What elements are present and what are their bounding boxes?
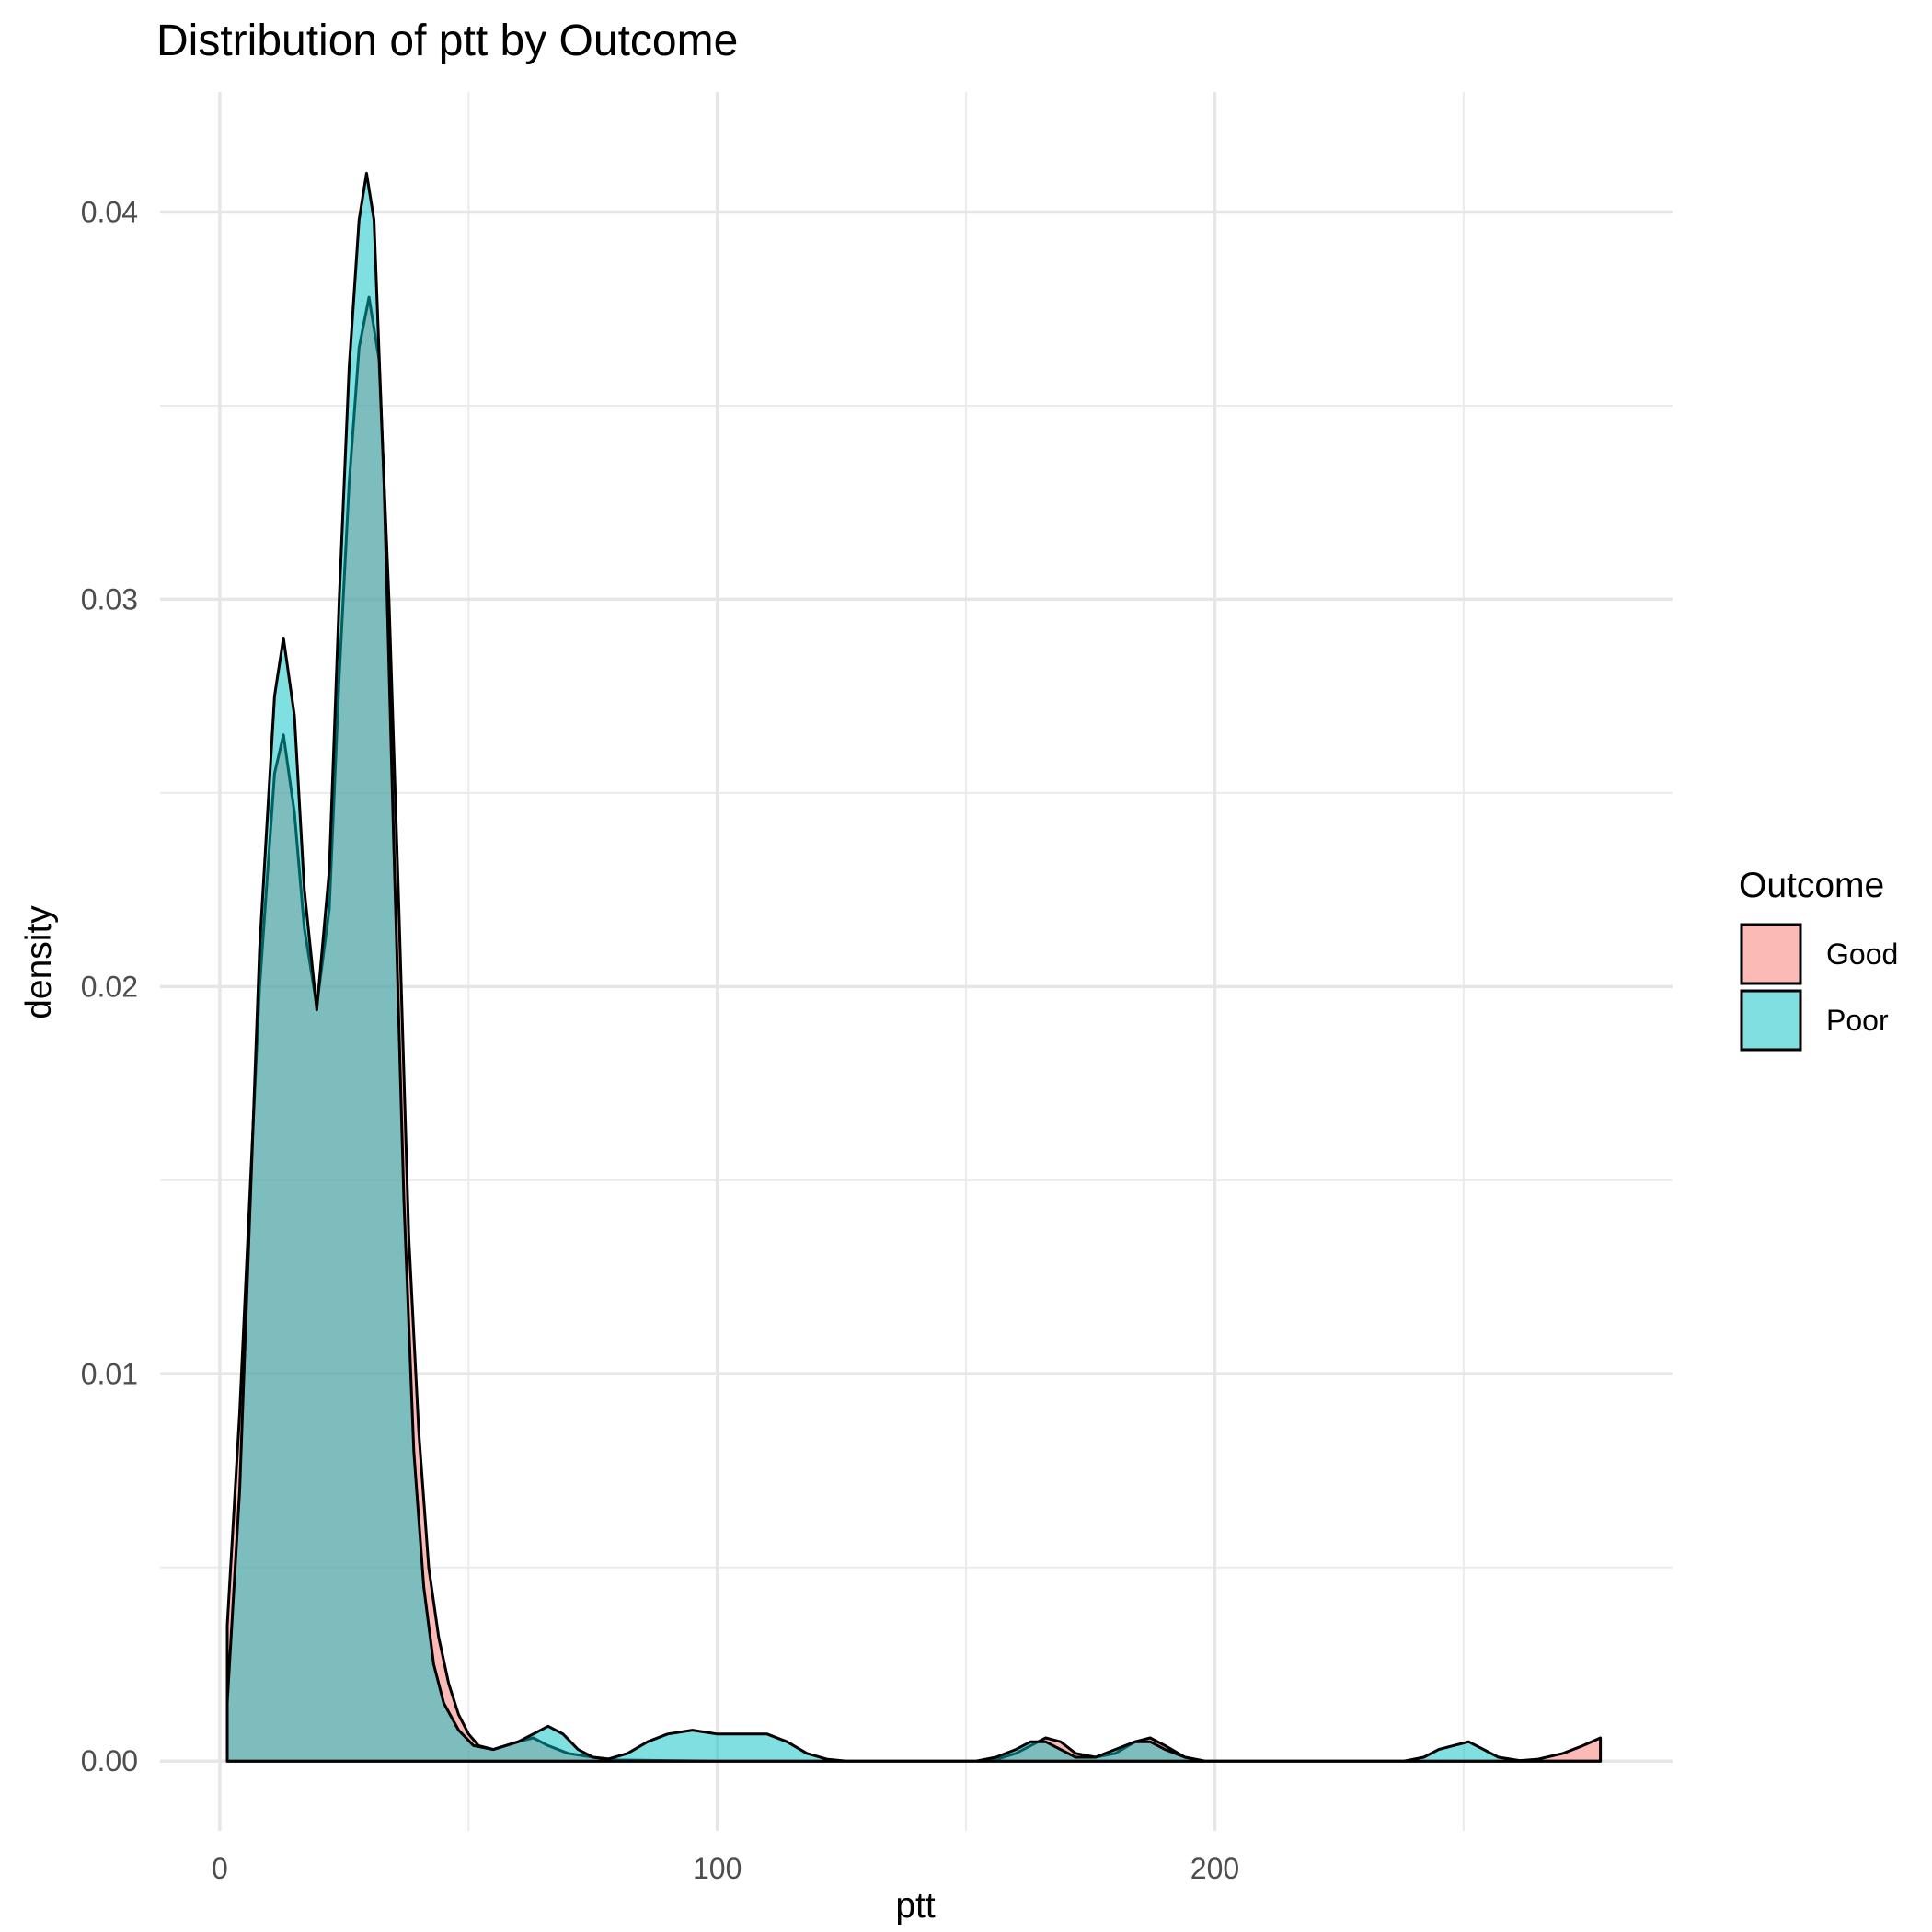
- y-axis-title: density: [19, 905, 59, 1019]
- legend-key-poor: [1740, 989, 1802, 1052]
- x-tick-label: 200: [1190, 1852, 1239, 1885]
- x-tick-label: 100: [693, 1852, 742, 1885]
- x-tick-label: 0: [212, 1852, 228, 1885]
- grid: [160, 92, 1673, 1831]
- legend-label-poor: Poor: [1826, 1004, 1889, 1037]
- y-tick-label: 0.02: [81, 970, 138, 1003]
- density-area-poor: [225, 171, 1603, 1763]
- x-axis-title: ptt: [895, 1886, 936, 1926]
- legend: Outcome Good Poor: [1739, 866, 1898, 1052]
- density-areas: [225, 171, 1603, 1763]
- legend-key-good: [1740, 923, 1802, 985]
- tick-labels: 0 100 200 0.00 0.01 0.02 0.03 0.04: [81, 195, 1239, 1885]
- y-tick-label: 0.04: [81, 195, 138, 228]
- y-tick-label: 0.00: [81, 1744, 138, 1777]
- y-tick-label: 0.01: [81, 1357, 138, 1390]
- chart-title: Distribution of ptt by Outcome: [156, 17, 738, 65]
- legend-title: Outcome: [1739, 866, 1884, 905]
- y-tick-label: 0.03: [81, 582, 138, 615]
- density-area-good: [225, 295, 1603, 1763]
- legend-label-good: Good: [1826, 937, 1898, 971]
